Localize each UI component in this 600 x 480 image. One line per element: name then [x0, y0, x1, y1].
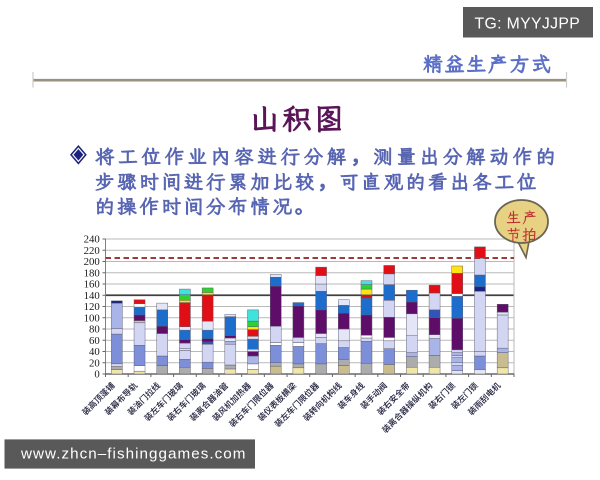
svg-text:180: 180 — [84, 267, 100, 279]
svg-text:120: 120 — [84, 301, 100, 313]
svg-text:160: 160 — [84, 279, 100, 291]
svg-text:140: 140 — [84, 290, 100, 302]
svg-text:0: 0 — [94, 369, 99, 381]
svg-text:80: 80 — [89, 324, 100, 336]
svg-text:20: 20 — [89, 357, 100, 369]
svg-text:40: 40 — [89, 346, 100, 358]
svg-text:200: 200 — [84, 256, 100, 268]
svg-text:TG: MYYJJPP: TG: MYYJJPP — [475, 16, 581, 33]
svg-text:100: 100 — [84, 312, 100, 324]
svg-text:240: 240 — [84, 234, 100, 246]
svg-text:220: 220 — [84, 245, 100, 257]
svg-text:www.zhcn–fishinggames.com: www.zhcn–fishinggames.com — [20, 446, 246, 463]
svg-text:60: 60 — [89, 335, 100, 347]
